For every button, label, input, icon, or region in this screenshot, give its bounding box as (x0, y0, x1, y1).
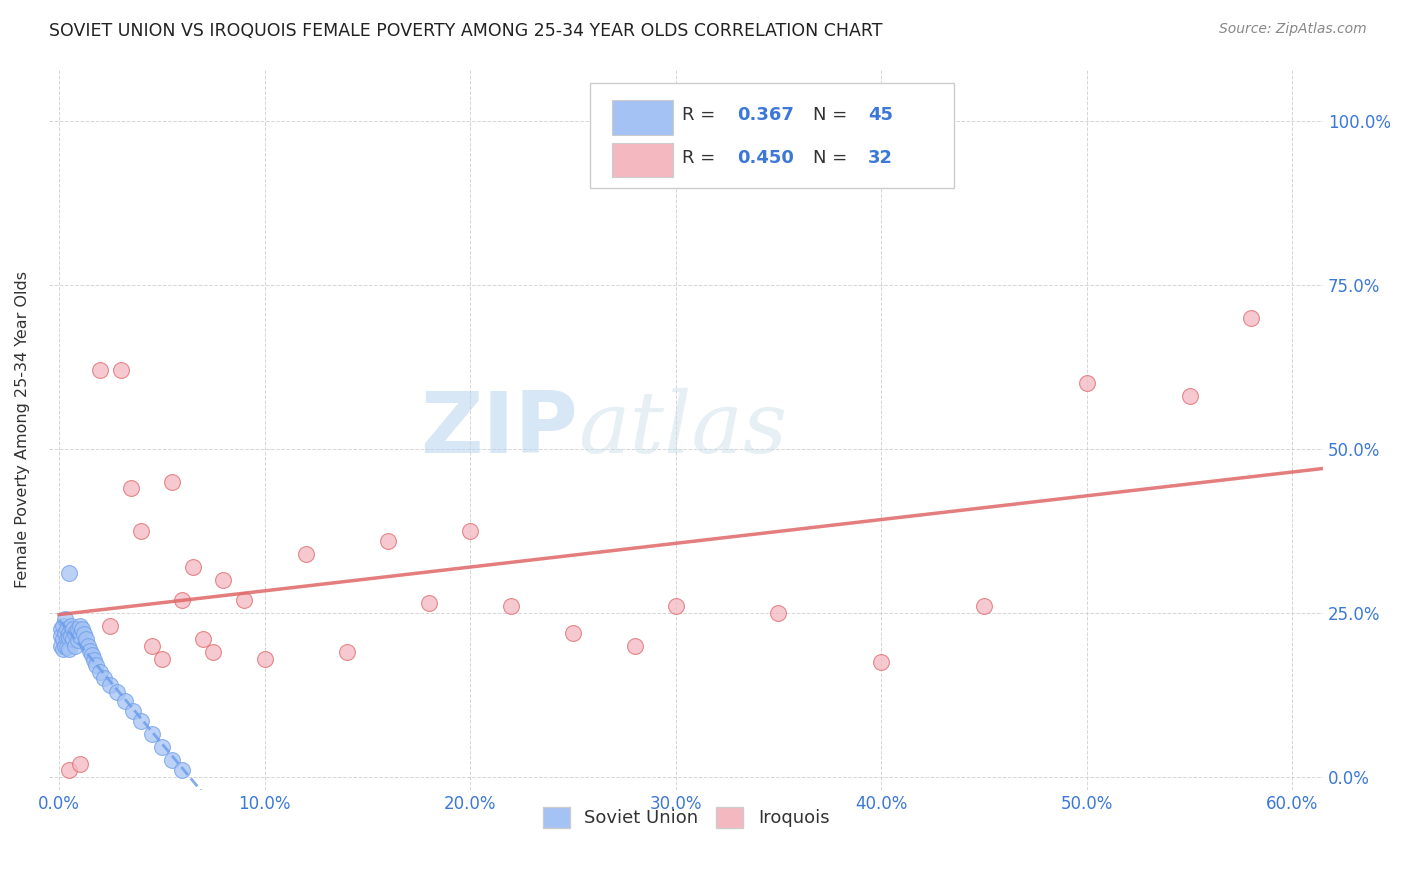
Point (1240, 310, 1263, 325)
Point (69, 619, 91, 633)
Point (191, 632, 214, 646)
Text: ZIP: ZIP (420, 388, 578, 471)
Point (172, 763, 194, 777)
Y-axis label: Female Poverty Among 25-34 Year Olds: Female Poverty Among 25-34 Year Olds (15, 270, 30, 588)
Point (76, 639, 98, 653)
Point (79, 644, 101, 658)
Text: N =: N = (814, 149, 853, 167)
Point (212, 573, 235, 587)
Point (60, 619, 83, 633)
Point (160, 753, 183, 767)
Point (100, 678, 122, 692)
Point (58, 763, 80, 777)
Point (89, 363, 111, 377)
Point (129, 714, 152, 728)
Point (141, 639, 163, 653)
Point (141, 727, 163, 741)
Point (418, 596, 440, 610)
Point (56, 640, 79, 654)
Point (93, 672, 115, 686)
Point (150, 740, 173, 755)
Point (181, 560, 204, 574)
Point (336, 645, 359, 659)
Point (53, 612, 76, 626)
Text: SOVIET UNION VS IROQUOIS FEMALE POVERTY AMONG 25-34 YEAR OLDS CORRELATION CHART: SOVIET UNION VS IROQUOIS FEMALE POVERTY … (49, 22, 883, 40)
Point (58, 566, 80, 581)
Point (870, 655, 893, 669)
Point (73, 627, 96, 641)
Point (1178, 389, 1201, 403)
Point (89, 665, 111, 679)
Point (52, 619, 75, 633)
Text: 45: 45 (868, 106, 893, 124)
Point (70, 622, 93, 636)
Point (294, 547, 316, 561)
Point (129, 524, 152, 538)
Point (58, 641, 80, 656)
Point (1076, 376, 1098, 391)
Point (110, 363, 132, 377)
Point (58, 631, 80, 645)
Point (105, 684, 128, 698)
Text: 32: 32 (868, 149, 893, 167)
Point (768, 606, 790, 620)
Point (56, 622, 79, 636)
Legend: Soviet Union, Iroquois: Soviet Union, Iroquois (536, 800, 837, 835)
Point (62, 622, 84, 636)
Point (172, 592, 194, 607)
Point (202, 645, 225, 659)
Point (53, 639, 76, 653)
Point (53, 625, 76, 640)
Text: 0.450: 0.450 (737, 149, 794, 167)
Point (100, 619, 122, 633)
FancyBboxPatch shape (612, 143, 673, 178)
Point (561, 625, 583, 640)
Point (56, 632, 79, 646)
Point (66, 622, 89, 636)
Point (253, 652, 276, 666)
Point (69, 629, 91, 643)
Point (60, 629, 83, 643)
Point (501, 599, 523, 614)
Point (122, 704, 145, 718)
FancyBboxPatch shape (591, 83, 953, 187)
Point (114, 694, 136, 708)
Point (120, 481, 142, 495)
Point (65, 639, 87, 653)
Point (973, 599, 995, 614)
Text: 0.367: 0.367 (737, 106, 794, 124)
Point (233, 592, 256, 607)
Point (58, 625, 80, 640)
Point (52, 641, 75, 656)
Point (83, 653, 105, 667)
Point (377, 533, 399, 548)
Point (75, 632, 97, 646)
Point (84, 658, 107, 673)
Point (160, 475, 183, 489)
Point (49, 629, 72, 643)
Point (52, 632, 75, 646)
Point (62, 632, 84, 646)
Point (66, 633, 89, 648)
Point (65, 625, 87, 640)
Point (69, 756, 91, 771)
Point (150, 652, 173, 666)
Point (665, 599, 688, 614)
Point (458, 524, 481, 538)
Text: Source: ZipAtlas.com: Source: ZipAtlas.com (1219, 22, 1367, 37)
Text: R =: R = (682, 106, 721, 124)
Point (80, 648, 103, 663)
Text: N =: N = (814, 106, 853, 124)
Point (623, 639, 645, 653)
Text: atlas: atlas (578, 388, 787, 471)
Point (49, 622, 72, 636)
FancyBboxPatch shape (612, 100, 673, 135)
Text: R =: R = (682, 149, 721, 167)
Point (49, 639, 72, 653)
